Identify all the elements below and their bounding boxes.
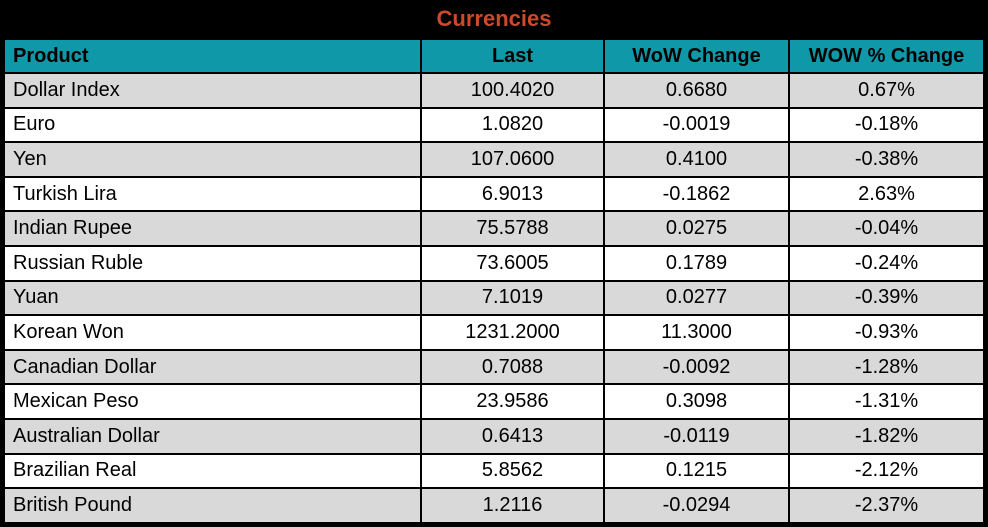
cell-wow_change: 0.6680 xyxy=(603,72,790,109)
cell-wow_change: -0.0019 xyxy=(603,106,790,144)
cell-wow_pct_change: 0.67% xyxy=(788,72,985,109)
col-header-last: Last xyxy=(420,38,605,74)
cell-product: Brazilian Real xyxy=(3,452,422,490)
cell-product: Yuan xyxy=(3,279,422,317)
cell-wow_pct_change: -0.39% xyxy=(788,279,985,317)
cell-wow_change: -0.0092 xyxy=(603,348,790,386)
cell-product: Korean Won xyxy=(3,314,422,351)
cell-wow_change: -0.0294 xyxy=(603,487,790,524)
col-header-wow_pct_change: WOW % Change xyxy=(788,38,985,74)
table-row: Mexican Peso 23.9586 0.3098 -1.31% xyxy=(3,383,985,420)
cell-wow_pct_change: -0.24% xyxy=(788,244,985,282)
header-row: Product Last WoW Change WOW % Change xyxy=(3,38,985,74)
col-header-wow_change: WoW Change xyxy=(603,38,790,74)
cell-wow_pct_change: -2.12% xyxy=(788,452,985,490)
cell-wow_change: 0.0277 xyxy=(603,279,790,317)
cell-product: Dollar Index xyxy=(3,72,422,109)
cell-wow_pct_change: 2.63% xyxy=(788,175,985,213)
cell-last: 75.5788 xyxy=(420,210,605,247)
cell-wow_change: 0.1215 xyxy=(603,452,790,490)
table-header: Product Last WoW Change WOW % Change xyxy=(3,38,985,74)
cell-product: British Pound xyxy=(3,487,422,524)
table-body: Dollar Index 100.4020 0.6680 0.67% Euro 1.082… xyxy=(3,72,985,524)
cell-wow_change: 0.4100 xyxy=(603,141,790,178)
table-row: Turkish Lira 6.9013 -0.1862 2.63% xyxy=(3,175,985,213)
cell-product: Indian Rupee xyxy=(3,210,422,247)
cell-product: Yen xyxy=(3,141,422,178)
cell-wow_pct_change: -2.37% xyxy=(788,487,985,524)
cell-last: 1.0820 xyxy=(420,106,605,144)
table-row: Russian Ruble 73.6005 0.1789 -0.24% xyxy=(3,244,985,282)
table-row: Australian Dollar 0.6413 -0.0119 -1.82% xyxy=(3,417,985,455)
cell-wow_change: 0.0275 xyxy=(603,210,790,247)
cell-product: Turkish Lira xyxy=(3,175,422,213)
cell-last: 7.1019 xyxy=(420,279,605,317)
table-row: Euro 1.0820 -0.0019 -0.18% xyxy=(3,106,985,144)
table-title-bar: Currencies xyxy=(3,0,985,38)
table-row: Canadian Dollar 0.7088 -0.0092 -1.28% xyxy=(3,348,985,386)
cell-product: Australian Dollar xyxy=(3,417,422,455)
cell-wow_change: -0.0119 xyxy=(603,417,790,455)
cell-wow_pct_change: -0.04% xyxy=(788,210,985,247)
cell-last: 5.8562 xyxy=(420,452,605,490)
table-row: Dollar Index 100.4020 0.6680 0.67% xyxy=(3,72,985,109)
cell-wow_change: 0.1789 xyxy=(603,244,790,282)
cell-last: 6.9013 xyxy=(420,175,605,213)
cell-last: 100.4020 xyxy=(420,72,605,109)
cell-wow_pct_change: -0.93% xyxy=(788,314,985,351)
table-row: Indian Rupee 75.5788 0.0275 -0.04% xyxy=(3,210,985,247)
cell-wow_change: -0.1862 xyxy=(603,175,790,213)
table-title: Currencies xyxy=(436,6,552,31)
cell-wow_pct_change: -1.28% xyxy=(788,348,985,386)
table-row: Korean Won 1231.2000 11.3000 -0.93% xyxy=(3,314,985,351)
cell-last: 1231.2000 xyxy=(420,314,605,351)
cell-product: Russian Ruble xyxy=(3,244,422,282)
cell-wow_change: 11.3000 xyxy=(603,314,790,351)
table-row: British Pound 1.2116 -0.0294 -2.37% xyxy=(3,487,985,524)
cell-wow_pct_change: -0.18% xyxy=(788,106,985,144)
cell-product: Mexican Peso xyxy=(3,383,422,420)
cell-wow_pct_change: -1.82% xyxy=(788,417,985,455)
cell-last: 23.9586 xyxy=(420,383,605,420)
cell-wow_change: 0.3098 xyxy=(603,383,790,420)
cell-last: 1.2116 xyxy=(420,487,605,524)
table-row: Yuan 7.1019 0.0277 -0.39% xyxy=(3,279,985,317)
cell-product: Canadian Dollar xyxy=(3,348,422,386)
cell-product: Euro xyxy=(3,106,422,144)
currencies-table: Product Last WoW Change WOW % Change Dollar… xyxy=(3,38,985,524)
table-row: Brazilian Real 5.8562 0.1215 -2.12% xyxy=(3,452,985,490)
col-header-product: Product xyxy=(3,38,422,74)
cell-wow_pct_change: -0.38% xyxy=(788,141,985,178)
cell-last: 73.6005 xyxy=(420,244,605,282)
cell-last: 0.7088 xyxy=(420,348,605,386)
cell-last: 107.0600 xyxy=(420,141,605,178)
cell-wow_pct_change: -1.31% xyxy=(788,383,985,420)
cell-last: 0.6413 xyxy=(420,417,605,455)
table-row: Yen 107.0600 0.4100 -0.38% xyxy=(3,141,985,178)
